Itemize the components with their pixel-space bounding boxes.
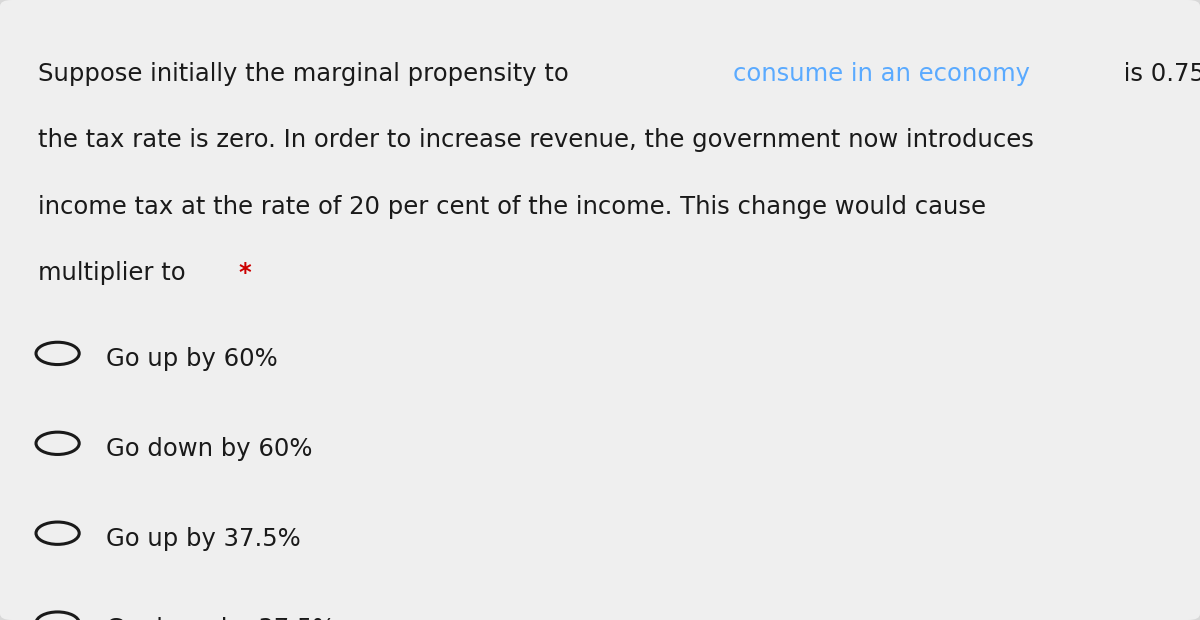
Text: income tax at the rate of 20 per cent of the income. This change would cause: income tax at the rate of 20 per cent of… (38, 195, 986, 219)
Text: Go down by 60%: Go down by 60% (106, 437, 312, 461)
Text: Suppose initially the marginal propensity to: Suppose initially the marginal propensit… (38, 62, 577, 86)
Text: consume in an economy: consume in an economy (733, 62, 1031, 86)
Text: multiplier to: multiplier to (38, 261, 193, 285)
Text: Go up by 60%: Go up by 60% (106, 347, 277, 371)
Text: Go down by 37.5%: Go down by 37.5% (106, 617, 335, 620)
Text: *: * (239, 261, 252, 285)
Text: is 0.75 and: is 0.75 and (1116, 62, 1200, 86)
Text: Go up by 37.5%: Go up by 37.5% (106, 527, 300, 551)
Text: the tax rate is zero. In order to increase revenue, the government now introduce: the tax rate is zero. In order to increa… (38, 128, 1034, 153)
